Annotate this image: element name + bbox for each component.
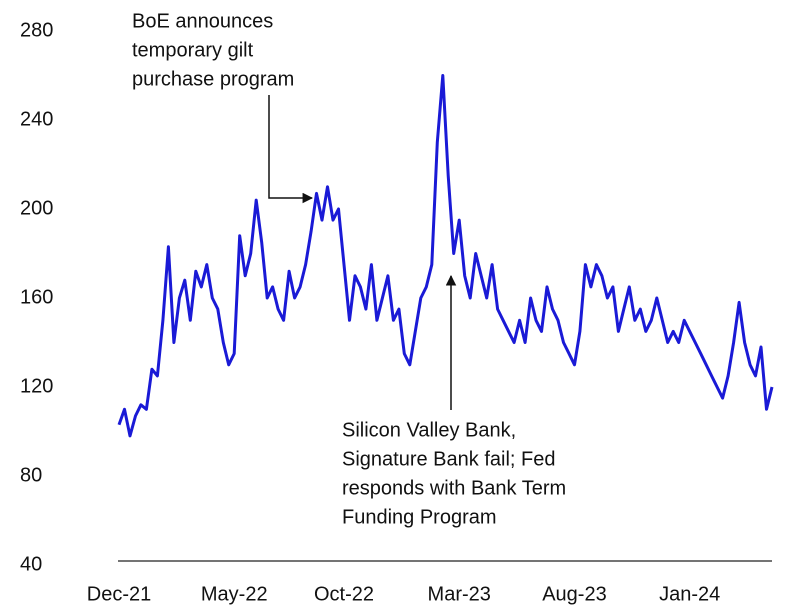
annotation: Signature Bank fail; Fed xyxy=(342,448,555,470)
x-tick-label: May-22 xyxy=(201,583,268,605)
y-tick-label: 200 xyxy=(20,197,53,219)
y-tick-label: 280 xyxy=(20,19,53,41)
x-tick-label: Dec-21 xyxy=(87,583,151,605)
data-line xyxy=(117,74,774,438)
y-tick-label: 160 xyxy=(20,286,53,308)
annotation: temporary gilt xyxy=(132,39,254,61)
x-tick-label: Aug-23 xyxy=(542,583,607,605)
annotation: Funding Program xyxy=(342,506,497,528)
y-tick-label: 40 xyxy=(20,553,42,575)
y-tick-label: 120 xyxy=(20,375,53,397)
y-tick-label: 80 xyxy=(20,464,42,486)
annotation: purchase program xyxy=(132,68,294,90)
annotation: Silicon Valley Bank, xyxy=(342,419,516,441)
y-tick-label: 240 xyxy=(20,108,53,130)
x-tick-label: Jan-24 xyxy=(659,583,720,605)
x-tick-label: Oct-22 xyxy=(314,583,374,605)
annotation: responds with Bank Term xyxy=(342,477,566,499)
annotation: BoE announces xyxy=(132,10,273,32)
annotation-arrow xyxy=(268,95,314,204)
x-tick-label: Mar-23 xyxy=(428,583,491,605)
